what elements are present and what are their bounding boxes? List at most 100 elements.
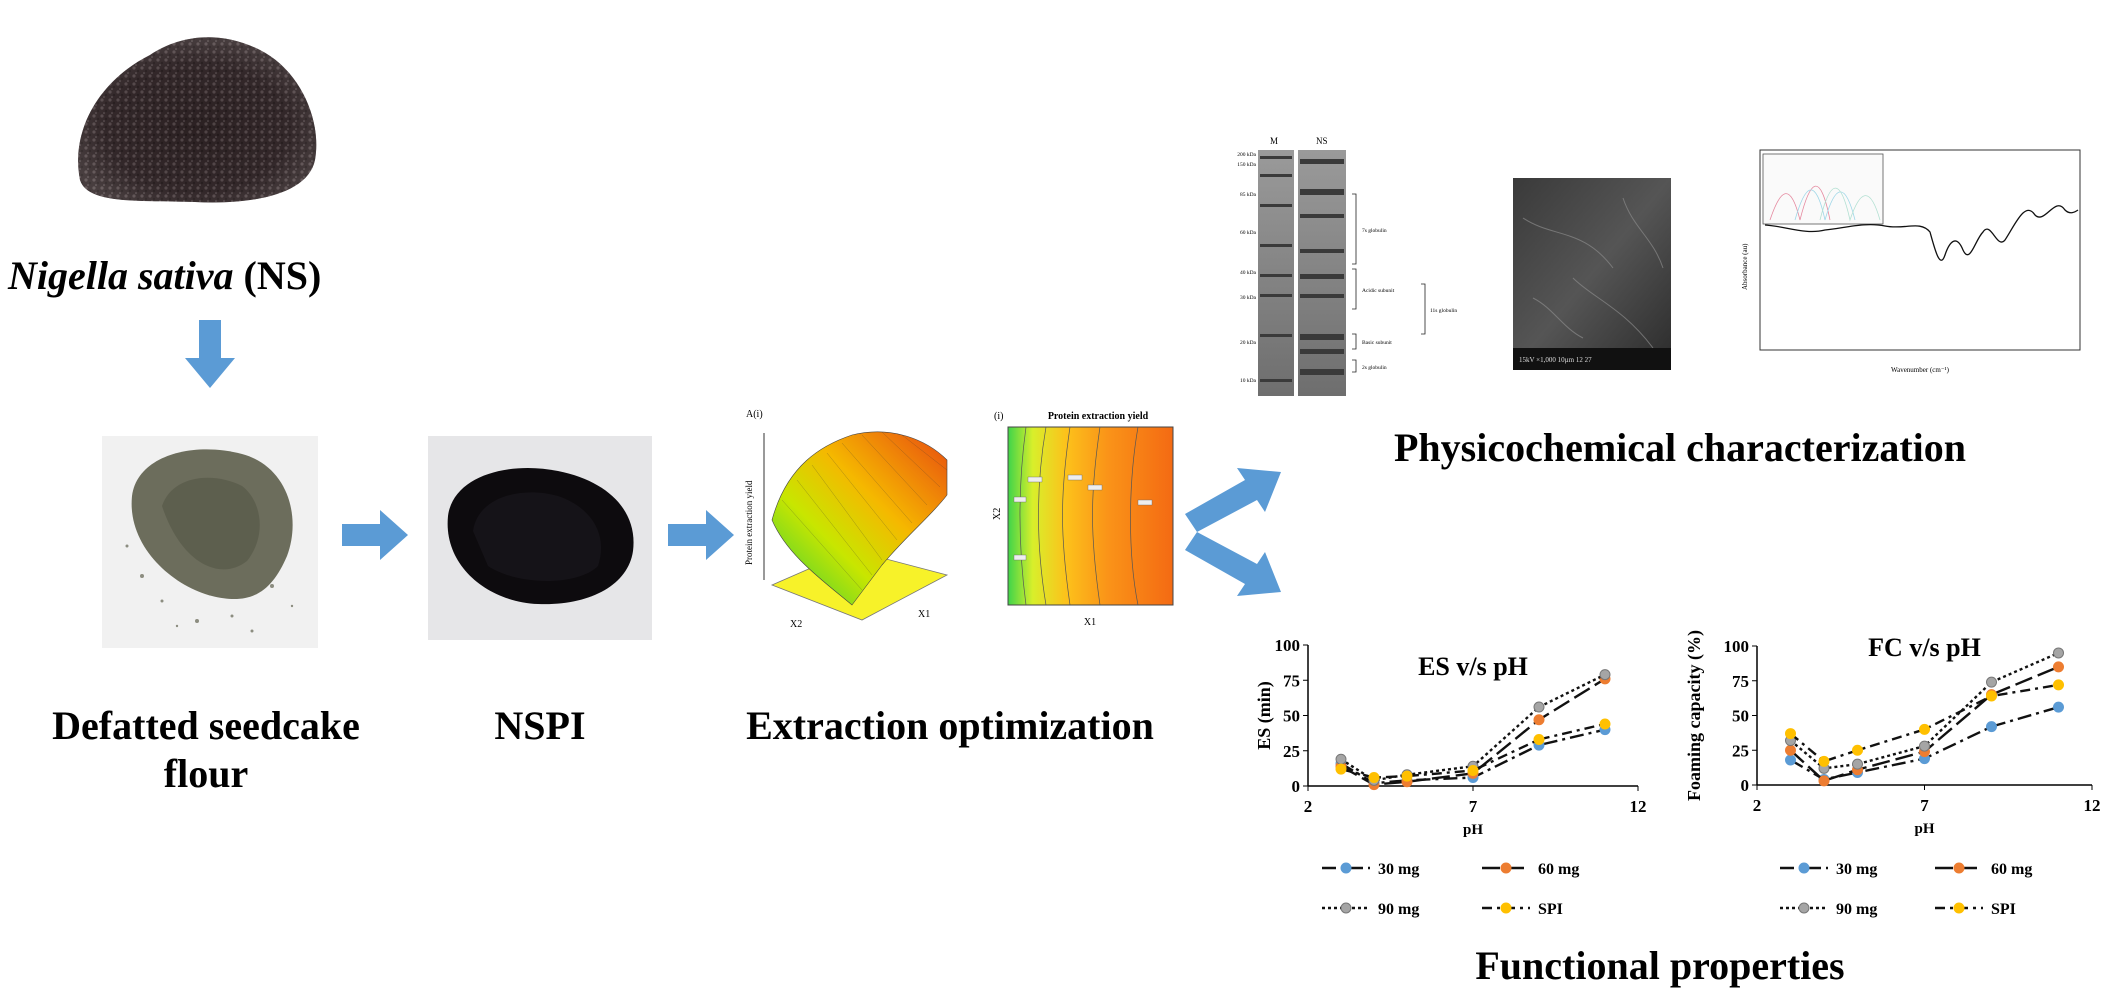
y-tick-label: 75 [1732,672,1749,691]
y-tick-label: 100 [1724,637,1750,656]
legend-label: 30 mg [1836,861,1877,878]
surface-x1-label: X1 [918,609,930,620]
data-point [2053,701,2064,713]
surface-x2-label: X2 [790,619,802,630]
source-title-rest: (NS) [233,253,322,298]
series-line [1789,683,2059,763]
legend-label: 30 mg [1378,861,1419,878]
legend-label: 90 mg [1378,901,1419,918]
x-tick-label: 12 [1630,797,1647,816]
data-point [1785,744,1796,756]
contour-title-prefix: (i) [994,411,1003,422]
physchem-label: Physicochemical characterization [1393,425,1967,470]
data-point [2053,661,2064,673]
data-point [1368,772,1380,784]
data-point [1818,755,1830,767]
source-title-italic: Nigella sativa [8,253,234,298]
data-point [1785,728,1796,740]
marker-60: 60 kDa [1240,230,1257,236]
legend-swatch-marker [1798,902,1810,914]
surface-title: A(i) [746,409,763,420]
ftir-xlabel: Wavenumber (cm⁻¹) [1891,366,1950,374]
source-title: Nigella sativa (NS) [8,252,321,299]
lane-label-ns: NS [1316,136,1328,146]
legend-swatch-marker [1500,902,1512,914]
x-axis-label: pH [1914,821,1934,837]
lane-label-m: M [1270,136,1278,146]
y-tick-label: 50 [1732,707,1749,726]
data-point [1599,669,1611,681]
legend-label: SPI [1538,901,1563,918]
legend-swatch-marker [1953,862,1965,874]
legend-swatch-marker [1500,862,1512,874]
series-line [1789,651,2059,770]
marker-30: 30 kDa [1240,295,1257,301]
data-point [1401,770,1413,782]
legend-label: SPI [1991,901,2016,918]
data-point [1599,718,1611,730]
data-point [1986,676,1997,688]
defatted-label-line2: flour [163,751,249,796]
data-point [1533,701,1545,713]
marker-150: 150 kDa [1237,162,1256,168]
series-line [1789,665,2059,783]
data-point [1852,758,1863,770]
arrow-up-right-icon [1185,468,1281,532]
ftir-ylabel: Absorbance (au) [1741,243,1749,290]
data-point [1533,714,1545,726]
y-tick-label: 25 [1732,741,1749,760]
marker-40: 40 kDa [1240,270,1257,276]
extraction-label: Extraction optimization [746,703,1154,748]
data-point [1986,690,1997,702]
nspi-label: NSPI [494,703,586,748]
legend-label: 60 mg [1538,861,1579,878]
data-point [1919,723,1930,735]
data-point [1335,753,1347,765]
ftir-spectrum: Absorbance (au) Wavenumber (cm⁻¹) [1741,149,2081,374]
sem-scale-text: 15kV ×1,000 10µm 12 27 [1519,356,1592,364]
nspi-photo [428,436,652,640]
annot-acidic: Acidic subunit [1362,288,1395,294]
marker-10: 10 kDa [1240,378,1257,384]
y-axis-label: Foaming capacity (%) [1684,630,1705,801]
series-line [1340,677,1606,786]
response-surface-plot: A(i) Protein extraction yield X2 X1 [744,409,949,630]
arrow-down-right-icon [1185,532,1281,596]
marker-85: 85 kDa [1240,192,1257,198]
marker-200: 200 kDa [1237,152,1256,158]
surface-zlabel: Protein extraction yield [744,480,754,565]
y-tick-label: 0 [1741,776,1750,795]
x-tick-label: 12 [2084,796,2101,815]
x-tick-label: 2 [1304,797,1313,816]
sds-page-gel: M NS 200 kDa 150 kDa 85 kDa 60 kDa 40 kD… [1237,136,1457,396]
chart-title: FC v/s pH [1868,633,1981,662]
data-point [2053,679,2064,691]
legend-swatch-marker [1340,862,1352,874]
arrow-down-icon [185,320,235,388]
fc-vs-ph-chart: FC v/s pH 0 25 50 75 100 2 7 12 pH Foaming capacit… [1684,630,2101,918]
legend-swatch-marker [1340,902,1352,914]
nigella-seeds-photo [78,37,317,203]
es-vs-ph-chart: ES v/s pH 0 25 50 75 100 2 7 12 pH ES (min) 30 mg 60… [1254,636,1647,918]
sem-image: 15kV ×1,000 10µm 12 27 [1513,178,1671,370]
defatted-label: Defatted seedcake flour [18,702,394,798]
contour-xlabel: X1 [1084,617,1096,628]
legend-swatch-marker [1953,902,1965,914]
contour-ylabel: X2 [992,508,1003,520]
annot-2s: 2s globulin [1362,365,1387,371]
contour-title: Protein extraction yield [1048,411,1149,422]
y-tick-label: 100 [1275,636,1301,655]
arrow-right-icon [668,510,734,560]
x-axis-label: pH [1463,822,1483,838]
legend-label: 60 mg [1991,861,2032,878]
y-tick-label: 25 [1283,742,1300,761]
data-point [1852,744,1863,756]
marker-20: 20 kDa [1240,340,1257,346]
legend-label: 90 mg [1836,901,1877,918]
chart-title: ES v/s pH [1418,652,1528,681]
data-point [1335,763,1347,775]
series-line [1340,728,1606,785]
arrow-right-icon [342,510,408,560]
defatted-flour-photo [102,436,318,648]
x-tick-label: 2 [1753,796,1762,815]
